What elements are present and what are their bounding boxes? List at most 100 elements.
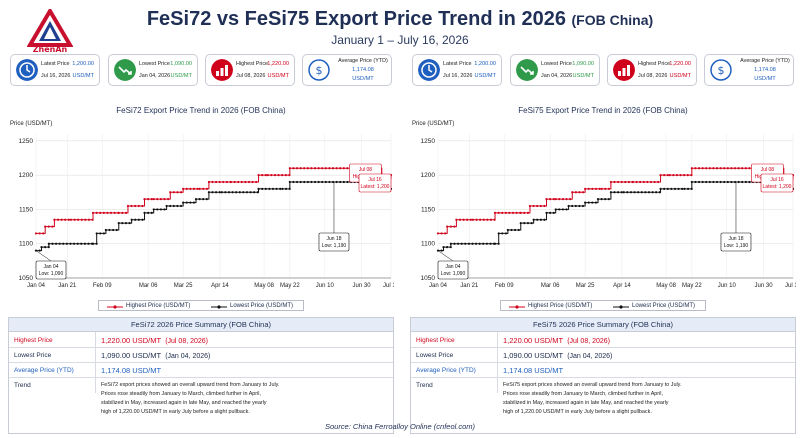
- series-point: [486, 218, 489, 221]
- series-point: [310, 167, 313, 170]
- series-point: [95, 242, 98, 245]
- series-point: [229, 180, 233, 184]
- series-line-highest: [36, 167, 392, 234]
- series-point: [584, 187, 587, 190]
- series-point: [723, 180, 726, 184]
- series-point: [536, 204, 539, 208]
- series-point: [113, 211, 116, 214]
- series-point: [137, 204, 140, 208]
- series-point: [686, 174, 689, 177]
- series-point: [497, 211, 500, 214]
- series-point: [730, 180, 733, 184]
- series-point: [185, 187, 188, 190]
- series-point: [733, 167, 737, 170]
- series-point: [591, 201, 594, 204]
- y-tick-label: 1100: [19, 241, 33, 248]
- summary-trend-label: Trend: [416, 382, 433, 389]
- series-point: [469, 218, 472, 221]
- series-point: [147, 211, 150, 214]
- series-point: [466, 218, 469, 221]
- series-point: [189, 187, 192, 190]
- series-point: [552, 198, 555, 201]
- summary-lowest-value: 1,090.00 USD/MT (Jan 04, 2026): [503, 351, 612, 360]
- series-point: [617, 180, 620, 184]
- series-point: [467, 242, 470, 245]
- annotation-box: [358, 173, 392, 193]
- series-point: [342, 167, 345, 170]
- series-point: [482, 218, 485, 221]
- series-point: [271, 187, 275, 190]
- series-point: [87, 218, 91, 221]
- series-point: [545, 198, 548, 201]
- series-point: [64, 218, 67, 221]
- y-tick-label: 1200: [19, 172, 34, 179]
- series-point: [84, 218, 87, 221]
- series-point: [247, 180, 251, 184]
- series-point: [147, 198, 150, 201]
- series-point: [83, 242, 86, 245]
- series-point: [629, 191, 633, 194]
- lowest-value: 1,090.00: [572, 61, 594, 67]
- highest-date: Jul 08, 2026: [236, 73, 266, 79]
- series-point: [511, 211, 515, 214]
- trend-down-icon: [516, 59, 538, 81]
- series-point: [306, 167, 309, 170]
- series-point: [460, 242, 463, 245]
- series-point: [690, 180, 693, 184]
- summary-highest-amount: 1,220.00 USD/MT: [101, 336, 162, 345]
- x-tick-label: Jun 10: [316, 283, 335, 289]
- series-point: [584, 201, 587, 204]
- price-chart: Price (USD/MT) 1050 1100 1150 1200 1250 Jan 04…: [412, 121, 796, 289]
- lowest-date: Jan 04, 2026: [541, 73, 573, 79]
- series-point: [242, 191, 245, 194]
- series-point: [165, 204, 168, 208]
- series-point: [744, 167, 747, 170]
- series-point: [202, 187, 205, 190]
- summary-row-average: Average Price (YTD) 1,174.08 USD/MT: [9, 363, 393, 378]
- series-point: [458, 218, 462, 221]
- series-point: [620, 191, 623, 194]
- average-price-card: $ Average Price (YTD) 1,174.08 USD/MT: [704, 54, 794, 86]
- lowest-price-card: Lowest Price Jan 04, 2026 1,090.00 USD/M…: [510, 54, 600, 86]
- series-point: [163, 198, 166, 201]
- y-tick-label: 1050: [421, 275, 436, 282]
- series-point: [80, 242, 83, 245]
- series-point: [182, 201, 185, 204]
- series-point: [442, 246, 445, 249]
- legend-low-swatch: [211, 305, 227, 309]
- trend-line: FeSi72 export prices showed an overall u…: [101, 382, 280, 388]
- series-point: [159, 198, 163, 201]
- series-point: [331, 167, 335, 170]
- series-point: [284, 174, 287, 177]
- series-point: [708, 180, 711, 184]
- series-point: [726, 167, 729, 170]
- series-point: [222, 180, 225, 184]
- series-point: [65, 242, 68, 245]
- series-point: [53, 218, 56, 221]
- latest-unit: USD/MT: [72, 73, 94, 79]
- series-point: [62, 242, 65, 245]
- series-point: [561, 208, 565, 211]
- series-point: [620, 180, 623, 184]
- annotation-leader: [35, 250, 52, 262]
- annotation-date: Jul 16: [368, 177, 382, 183]
- series-point: [649, 180, 653, 184]
- series-point: [34, 232, 38, 235]
- series-point: [256, 191, 259, 194]
- title-sub: (FOB China): [571, 12, 654, 28]
- series-point: [549, 198, 552, 201]
- series-point: [663, 174, 666, 177]
- lowest-value: 1,090.00: [170, 61, 192, 67]
- series-point: [613, 180, 616, 184]
- series-point: [77, 218, 80, 221]
- average-unit: USD/MT: [754, 76, 776, 82]
- price-summary-table: FeSi75 2026 Price Summary (FOB China) Hi…: [410, 317, 796, 434]
- summary-title: FeSi75 2026 Price Summary (FOB China): [411, 318, 795, 332]
- series-point: [134, 204, 137, 208]
- series-point: [679, 174, 682, 177]
- series-point: [440, 249, 443, 252]
- annotation-value: Low: 1,190: [724, 243, 749, 249]
- series-point: [251, 180, 254, 184]
- series-point: [748, 180, 751, 184]
